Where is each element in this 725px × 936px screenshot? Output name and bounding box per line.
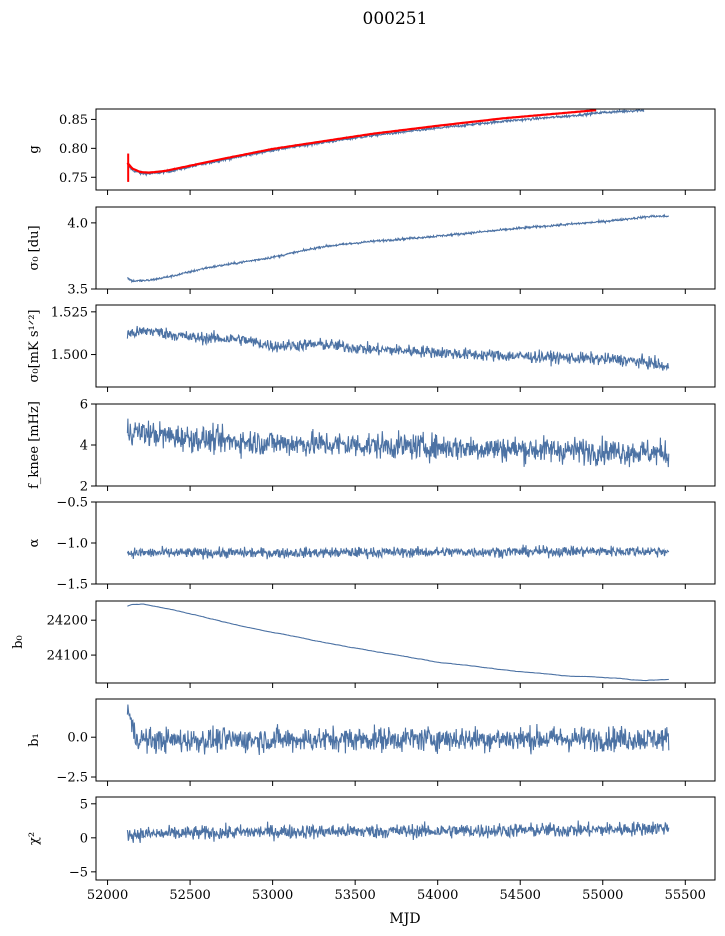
x-tick-label: 55000 <box>582 888 623 903</box>
series-line <box>127 213 670 284</box>
y-tick-label: 6 <box>80 398 88 413</box>
panel-6: 24100 24200 b₀ <box>11 600 716 688</box>
panel-5: −1.5 −1.0 −0.5 α <box>27 496 716 593</box>
axes-frame <box>95 304 716 388</box>
y-tick-label: −2.5 <box>56 771 88 786</box>
series-line <box>126 325 670 372</box>
y-tick-label: −5 <box>69 865 88 880</box>
panel-8: 52000 52500 53000 53500 54000 54500 55000 55500… <box>27 796 716 903</box>
y-tick-label: 2 <box>80 480 88 495</box>
series-line <box>126 544 670 560</box>
y-tick-label: 0.80 <box>59 142 88 157</box>
x-tick-label: 54500 <box>500 888 541 903</box>
y-tick-label: 24200 <box>47 614 88 629</box>
series-line <box>126 704 670 756</box>
y-tick-label: 24100 <box>47 649 88 664</box>
y-tick-label: 1.525 <box>51 305 88 320</box>
y-axis-label: f_knee [mHz] <box>27 401 42 489</box>
axes-frame <box>95 600 716 684</box>
y-tick-label: 0 <box>80 831 88 846</box>
y-tick-label: −0.5 <box>56 496 88 511</box>
panel-3: 1.500 1.525 σ₀[mK s¹ᐟ²] <box>27 304 716 392</box>
panel-4: 2 4 6 f_knee [mHz] <box>27 398 716 495</box>
y-tick-label: 5 <box>80 797 88 812</box>
axes-frame <box>95 501 716 585</box>
x-axis-label: MJD <box>389 911 420 927</box>
x-tick-label: 52000 <box>87 888 128 903</box>
series-line <box>126 109 645 177</box>
y-axis-label: b₁ <box>27 733 42 747</box>
x-tick-label: 53500 <box>334 888 375 903</box>
fit-line <box>126 109 597 174</box>
series-line <box>127 603 669 682</box>
axes-frame <box>95 796 716 881</box>
y-axis-label: α <box>27 538 42 547</box>
y-tick-label: 0.85 <box>59 113 88 128</box>
x-tick-label: 55500 <box>665 888 706 903</box>
y-axis-label: σ₀ [du] <box>27 225 42 270</box>
y-tick-label: 4 <box>80 439 88 454</box>
series-line <box>126 820 670 843</box>
y-axis-label: b₀ <box>11 635 26 649</box>
axes-frame <box>95 206 716 290</box>
series-line <box>126 418 670 468</box>
y-tick-label: 0.0 <box>67 731 88 746</box>
y-axis-label: σ₀[mK s¹ᐟ²] <box>27 310 42 383</box>
y-tick-label: −1.0 <box>56 537 88 552</box>
y-tick-label: 3.5 <box>67 283 88 298</box>
y-tick-label: 4.0 <box>67 216 88 231</box>
figure-title: 000251 <box>363 9 428 29</box>
x-tick-label: 53000 <box>252 888 293 903</box>
x-tick-label: 54000 <box>417 888 458 903</box>
x-tick-label: 52500 <box>169 888 210 903</box>
panel-7: −2.5 0.0 b₁ <box>27 698 716 786</box>
y-tick-label: 1.500 <box>51 348 88 363</box>
axes-frame <box>95 108 716 191</box>
y-axis-label: g <box>27 145 42 153</box>
y-tick-label: 0.75 <box>59 171 88 186</box>
axes-frame <box>95 698 716 782</box>
panel-1: 0.75 0.80 0.85 g <box>27 108 716 195</box>
y-tick-label: −1.5 <box>56 578 88 593</box>
y-axis-label: χ² <box>27 832 42 845</box>
panel-2: 3.5 4.0 σ₀ [du] <box>27 206 716 298</box>
